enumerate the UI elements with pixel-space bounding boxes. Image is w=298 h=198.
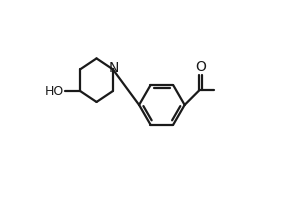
Text: HO: HO: [45, 85, 64, 98]
Text: O: O: [195, 60, 206, 74]
Text: N: N: [109, 61, 119, 75]
